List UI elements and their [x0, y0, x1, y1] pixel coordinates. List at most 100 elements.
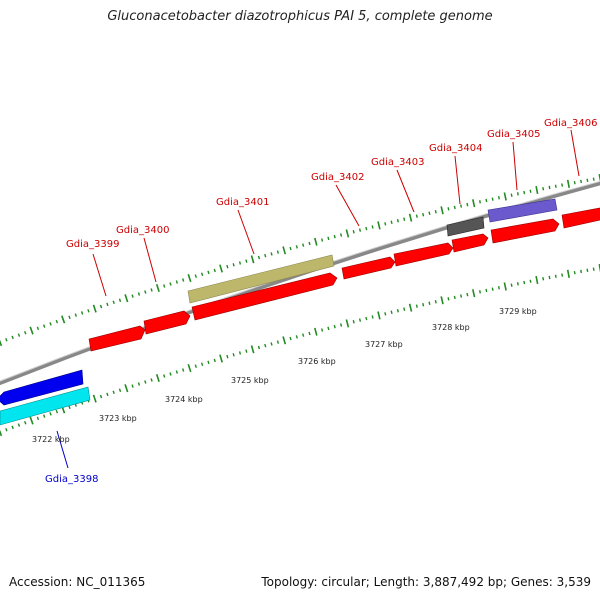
gene-label-gdia-3406[interactable]: Gdia_3406 [544, 118, 597, 129]
feature-grey[interactable] [446, 216, 485, 237]
minor-tick [403, 307, 406, 311]
cds-gdia-3403[interactable] [393, 242, 454, 267]
forward-feature-track [88, 207, 600, 352]
minor-tick [586, 268, 589, 273]
minor-tick [580, 269, 582, 274]
minor-tick [447, 297, 450, 301]
minor-tick [17, 333, 21, 337]
minor-tick [150, 288, 153, 292]
minor-tick [396, 309, 399, 313]
minor-tick [529, 279, 532, 283]
minor-tick [358, 318, 362, 322]
major-tick [314, 327, 318, 336]
major-tick [440, 296, 444, 305]
gene-label-leader [396, 169, 415, 213]
minor-tick [112, 390, 115, 395]
minor-tick [580, 179, 582, 184]
minor-tick [415, 304, 418, 308]
cds-gdia-3404[interactable] [451, 233, 489, 253]
minor-tick [36, 326, 40, 331]
minor-tick [131, 294, 134, 298]
cds-gdia-3406[interactable] [561, 207, 600, 229]
minor-tick [510, 283, 513, 287]
minor-tick [87, 309, 90, 313]
minor-tick [321, 328, 324, 332]
minor-tick [403, 217, 406, 221]
major-tick [566, 269, 570, 278]
minor-tick [365, 226, 368, 231]
minor-tick [308, 331, 311, 336]
minor-tick [529, 189, 532, 193]
gene-label-gdia-3403[interactable]: Gdia_3403 [371, 157, 424, 168]
cds-gdia-3400[interactable] [143, 310, 191, 335]
minor-tick [43, 414, 46, 418]
cds-gdia-3405[interactable] [490, 218, 560, 244]
scale-label: 3724 kbp [165, 395, 203, 404]
feature-purple[interactable] [487, 198, 558, 223]
minor-tick [302, 333, 305, 337]
minor-tick [497, 196, 500, 200]
minor-tick [295, 245, 298, 249]
major-tick [282, 336, 287, 345]
minor-tick [352, 230, 355, 234]
gene-label-gdia-3404[interactable]: Gdia_3404 [429, 143, 482, 154]
minor-tick [49, 322, 52, 326]
minor-tick [17, 423, 21, 427]
minor-tick [390, 220, 393, 224]
minor-tick [339, 323, 343, 327]
minor-tick [339, 233, 343, 237]
major-tick [29, 326, 34, 335]
minor-tick [226, 264, 229, 269]
minor-tick [238, 351, 242, 355]
scale-label-group: 3722 kbp 3723 kbp 3724 kbp 3725 kbp 3726… [32, 307, 537, 444]
minor-tick [207, 360, 210, 365]
feature-olive[interactable] [187, 254, 335, 304]
gene-label-gdia-3399[interactable]: Gdia_3399 [66, 239, 119, 250]
minor-tick [232, 263, 235, 267]
minor-tick [68, 315, 71, 320]
feature-track-outer [187, 198, 558, 304]
cds-gdia-3399[interactable] [88, 325, 146, 352]
minor-tick [232, 353, 235, 357]
major-tick [408, 303, 413, 312]
minor-tick [80, 311, 84, 315]
cds-gdia-3402[interactable] [341, 256, 396, 280]
minor-tick [390, 310, 393, 314]
scale-label: 3728 kbp [432, 323, 470, 332]
gene-label-leader [570, 129, 580, 177]
major-tick [29, 416, 34, 425]
minor-tick [169, 282, 172, 286]
minor-tick [118, 298, 122, 303]
minor-tick [497, 286, 500, 290]
minor-tick [175, 370, 178, 374]
major-tick [0, 429, 3, 437]
major-tick [250, 255, 255, 264]
cds-gdia-3398-cyan[interactable] [0, 386, 91, 426]
minor-tick [523, 190, 526, 195]
accession-text: Accession: NC_011365 [9, 575, 146, 589]
major-tick [124, 294, 129, 303]
minor-tick [99, 394, 103, 399]
minor-tick [276, 250, 279, 254]
minor-tick [106, 392, 109, 397]
minor-tick [213, 358, 216, 363]
gene-label-gdia-3401[interactable]: Gdia_3401 [216, 197, 269, 208]
major-tick [345, 229, 350, 238]
minor-tick [226, 354, 229, 359]
gene-label-gdia-3400[interactable]: Gdia_3400 [116, 225, 169, 236]
gene-label-gdia-3398[interactable]: Gdia_3398 [45, 474, 98, 485]
minor-tick [182, 368, 185, 372]
gene-label-gdia-3402[interactable]: Gdia_3402 [311, 172, 364, 183]
minor-tick [302, 243, 305, 247]
minor-tick [144, 290, 147, 294]
gene-label-leader [237, 209, 255, 255]
gene-label-gdia-3405[interactable]: Gdia_3405 [487, 129, 540, 140]
major-tick [187, 364, 192, 373]
minor-tick [561, 273, 564, 277]
minor-tick [516, 192, 519, 196]
major-tick [408, 213, 413, 222]
cds-gdia-3401[interactable] [191, 272, 338, 321]
minor-tick [327, 326, 330, 331]
minor-tick [453, 295, 456, 300]
cds-gdia-3398-blue[interactable] [0, 369, 84, 406]
